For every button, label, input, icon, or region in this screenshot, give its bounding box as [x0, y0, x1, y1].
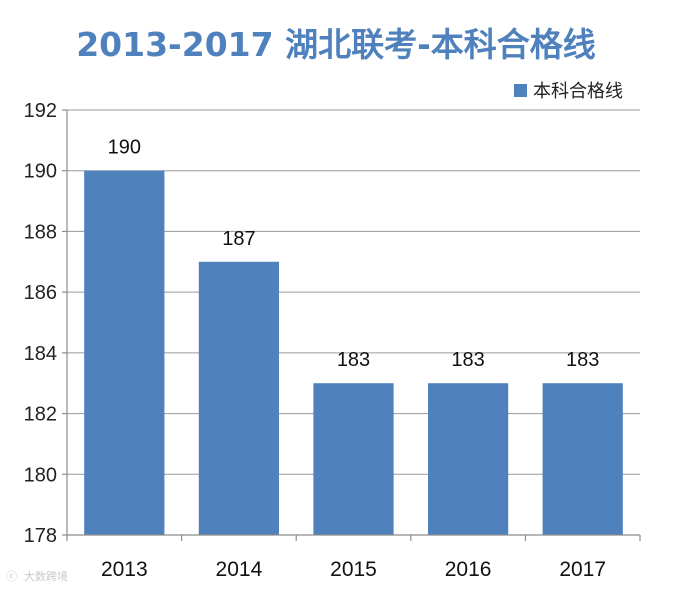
data-label: 183 [337, 349, 370, 371]
y-tick-label: 180 [24, 464, 57, 486]
legend: 本科合格线 [514, 81, 623, 102]
bar-2013 [84, 170, 165, 535]
y-axis-ticks: 178 180 182 184 186 188 190 192 [24, 100, 67, 547]
y-tick-label: 186 [24, 282, 57, 304]
y-tick-label: 192 [24, 100, 57, 122]
y-tick-label: 184 [24, 343, 57, 365]
bar-2014 [198, 261, 280, 535]
legend-swatch [514, 84, 527, 97]
bars [84, 170, 623, 535]
chart-title: 2013-2017 湖北联考-本科合格线 [76, 25, 596, 64]
data-label: 187 [222, 228, 255, 250]
y-tick-label: 182 [24, 404, 57, 426]
bar-2015 [313, 383, 394, 535]
x-tick-label: 2013 [101, 558, 148, 581]
bar-2016 [427, 383, 509, 535]
x-tick-label: 2017 [559, 558, 606, 581]
y-tick-label: 178 [24, 525, 57, 547]
data-label: 190 [108, 137, 141, 159]
data-labels: 190 187 183 183 183 [108, 137, 600, 372]
legend-label: 本科合格线 [533, 81, 623, 102]
x-tick-label: 2015 [330, 558, 377, 581]
watermark: ⓒ 大数跨境 [6, 569, 68, 583]
x-axis-ticks: 2013 2014 2015 2016 2017 [66, 535, 641, 581]
watermark-text: 大数跨境 [24, 569, 68, 583]
watermark-logo-icon: ⓒ [6, 570, 17, 583]
x-tick-label: 2014 [216, 558, 263, 581]
data-label: 183 [566, 349, 599, 371]
bar-2017 [542, 383, 623, 535]
x-tick-label: 2016 [445, 558, 492, 581]
y-tick-label: 188 [24, 221, 57, 243]
data-label: 183 [451, 349, 484, 371]
y-tick-label: 190 [24, 161, 57, 183]
